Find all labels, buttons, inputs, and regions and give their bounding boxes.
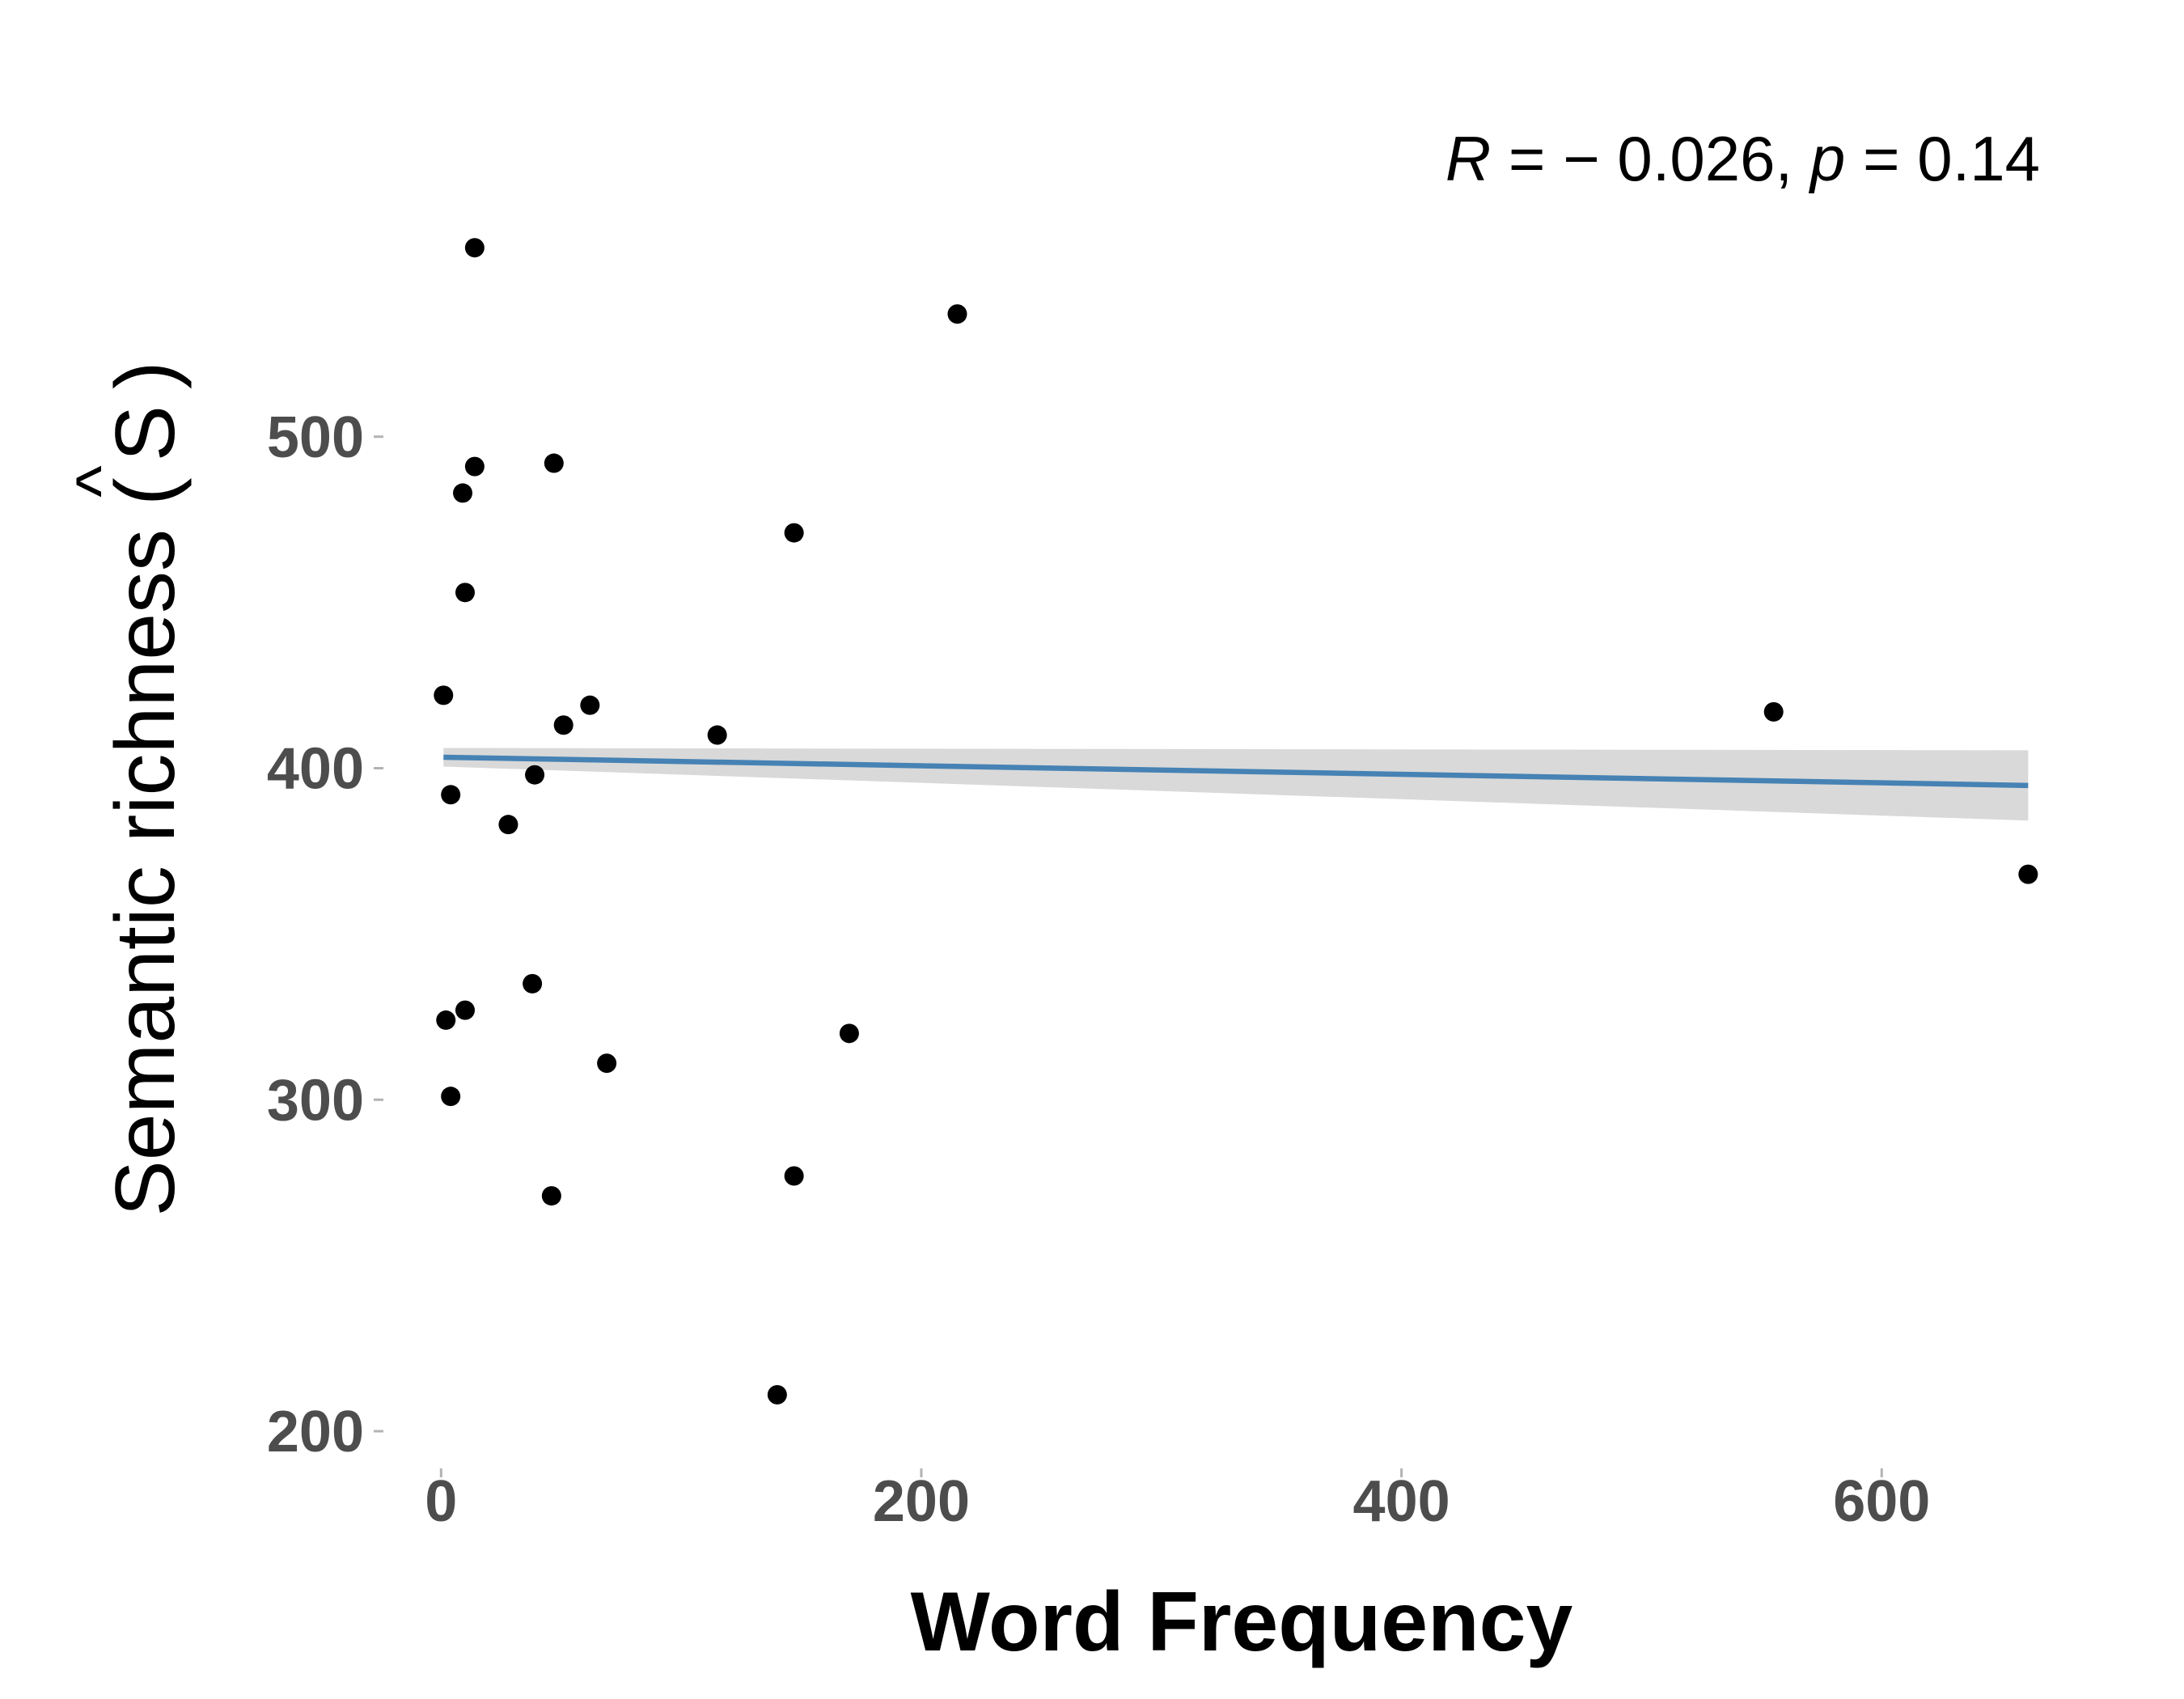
data-point [1763,701,1784,722]
y-tick-label: 300 [267,1068,364,1133]
x-tick-label: 200 [873,1469,970,1534]
data-point [541,1186,561,1206]
data-point [525,765,545,785]
y-axis: 200 300 400 500 [267,405,383,1464]
data-point [544,453,564,473]
data-point [434,685,454,705]
data-point [553,715,574,735]
x-tick-label: 600 [1833,1469,1930,1534]
data-point [455,583,475,603]
y-axis-title-paren-close: ) [99,361,193,389]
x-axis-title: Word Frequency [911,1575,1573,1669]
data-point [441,1087,461,1107]
data-point [784,1166,804,1186]
x-axis: 0 200 400 600 [425,1468,1930,1534]
y-axis-title-paren-open: ( [99,477,193,506]
y-tick-label: 500 [267,405,364,470]
data-point [784,523,804,543]
correlation-annotation: R = − 0.026, p = 0.14 [1445,123,2040,194]
data-point [597,1053,617,1074]
data-points [434,238,2038,1405]
data-point [453,483,473,503]
regression-line [443,754,2029,789]
y-tick-label: 400 [267,737,364,802]
data-point [464,456,485,477]
data-point [498,815,518,835]
data-point [455,1000,475,1020]
data-point [436,1010,456,1030]
y-axis-title-text: Semantic richness [99,506,193,1217]
annotation-r-symbol: R [1445,123,1491,194]
plot-area [434,238,2038,1405]
x-tick-label: 400 [1353,1469,1450,1534]
y-axis-title-hat: ^ [62,465,138,497]
x-tick-label: 0 [425,1469,457,1534]
data-point [707,725,727,745]
data-point [464,238,485,258]
y-axis-title: Semantic richness ( S) ^ [62,361,193,1216]
data-point [523,973,543,994]
data-point [441,785,461,805]
annotation-p-value: = 0.14 [1845,123,2040,194]
data-point [580,695,600,715]
data-point [947,304,967,324]
data-point [767,1384,787,1405]
annotation-p-symbol: p [1809,123,1845,194]
y-tick-label: 200 [267,1400,364,1464]
data-point [2018,864,2038,884]
y-axis-title-symbol: S [99,405,193,461]
svg-text:Semantic richness (S): Semantic richness ( S) [99,361,193,1216]
data-point [839,1023,859,1044]
annotation-r-value: = − 0.026, [1491,123,1810,194]
